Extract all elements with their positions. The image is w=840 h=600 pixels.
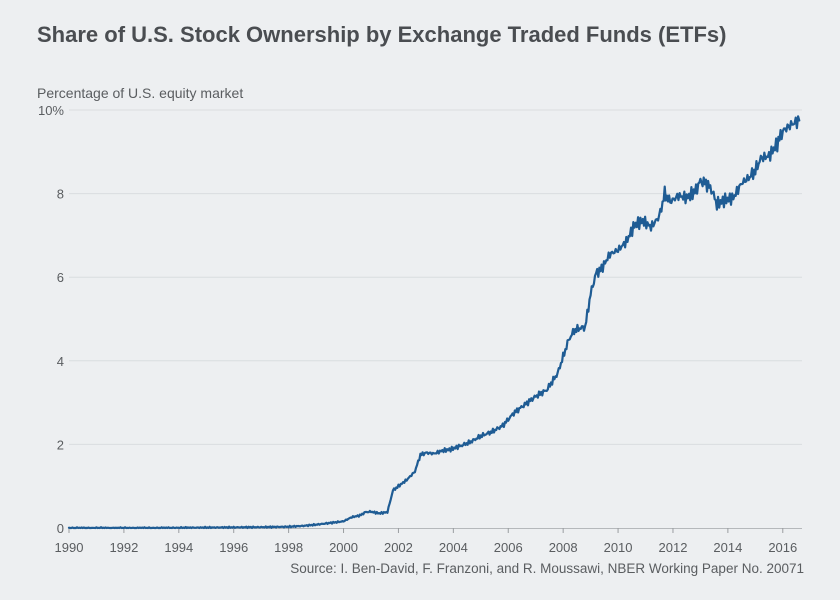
x-tick-label: 1990 xyxy=(55,540,84,555)
y-tick-label: 4 xyxy=(57,354,64,369)
x-tick-label: 2012 xyxy=(659,540,688,555)
y-tick-label: 10% xyxy=(38,103,64,118)
x-tick-label: 2016 xyxy=(768,540,797,555)
y-tick-label: 6 xyxy=(57,270,64,285)
y-axis-label: Percentage of U.S. equity market xyxy=(37,85,244,101)
x-tick-label: 2000 xyxy=(329,540,358,555)
x-tick-label: 1994 xyxy=(164,540,193,555)
series-line-etf-share xyxy=(67,115,801,530)
x-tick-label: 2002 xyxy=(384,540,413,555)
x-tick-label: 2006 xyxy=(494,540,523,555)
x-tick-label: 1992 xyxy=(109,540,138,555)
y-tick-label: 0 xyxy=(57,521,64,536)
x-tick-label: 1998 xyxy=(274,540,303,555)
y-tick-label: 8 xyxy=(57,187,64,202)
y-tick-label: 2 xyxy=(57,437,64,452)
x-tick-label: 2004 xyxy=(439,540,468,555)
chart-title: Share of U.S. Stock Ownership by Exchang… xyxy=(37,22,727,47)
x-tick-label: 1996 xyxy=(219,540,248,555)
x-tick-label: 2008 xyxy=(549,540,578,555)
x-tick-label: 2010 xyxy=(604,540,633,555)
x-tick-label: 2014 xyxy=(713,540,742,555)
chart-source-note: Source: I. Ben-David, F. Franzoni, and R… xyxy=(290,561,804,576)
